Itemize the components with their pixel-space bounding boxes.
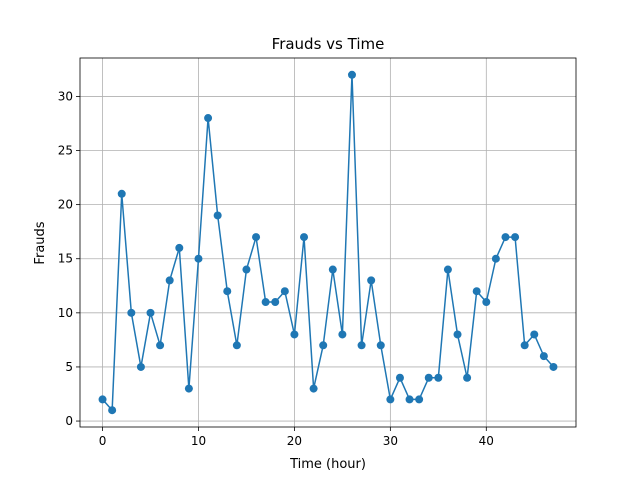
data-point (127, 308, 136, 317)
data-point (271, 298, 280, 307)
data-point (280, 287, 289, 296)
chart-title: Frauds vs Time (272, 35, 385, 53)
data-point (232, 341, 241, 350)
x-axis-label: Time (hour) (289, 457, 366, 472)
data-point (223, 287, 232, 296)
data-point (415, 395, 424, 404)
data-point (357, 341, 366, 350)
data-point (309, 384, 318, 393)
data-point (98, 395, 107, 404)
y-tick-label: 25 (58, 144, 73, 158)
data-point (213, 211, 222, 220)
data-point (395, 373, 404, 382)
plot-area (80, 58, 576, 427)
data-point (108, 406, 117, 415)
data-point (338, 330, 347, 339)
data-point (539, 352, 548, 361)
data-point (175, 243, 184, 252)
y-tick-label: 0 (65, 414, 73, 428)
data-point (511, 233, 520, 242)
data-point (434, 373, 443, 382)
data-point (194, 254, 203, 263)
data-point (117, 189, 126, 198)
x-tick-label: 30 (383, 434, 398, 448)
data-point (386, 395, 395, 404)
data-point (328, 265, 337, 274)
y-axis-ticks: 0 5 10 15 20 25 30 (58, 89, 80, 428)
data-point (424, 373, 433, 382)
data-point (347, 70, 356, 79)
y-tick-label: 15 (58, 252, 73, 266)
y-tick-label: 20 (58, 198, 73, 212)
x-tick-label: 40 (479, 434, 494, 448)
data-point (520, 341, 529, 350)
data-point (453, 330, 462, 339)
data-point (290, 330, 299, 339)
data-point (367, 276, 376, 285)
data-point (501, 233, 510, 242)
y-axis-label: Frauds (33, 221, 48, 264)
grid (80, 58, 576, 427)
x-tick-label: 10 (191, 434, 206, 448)
data-point (405, 395, 414, 404)
data-point (482, 298, 491, 307)
data-point (165, 276, 174, 285)
x-tick-label: 0 (99, 434, 107, 448)
data-point (242, 265, 251, 274)
data-point (156, 341, 165, 350)
data-point (319, 341, 328, 350)
data-point (184, 384, 193, 393)
x-tick-label: 20 (287, 434, 302, 448)
data-point (443, 265, 452, 274)
y-tick-label: 10 (58, 306, 73, 320)
data-point (204, 114, 213, 123)
data-point (252, 233, 261, 242)
data-point (472, 287, 481, 296)
y-tick-label: 30 (58, 89, 73, 103)
x-axis-ticks: 0 10 20 30 40 (99, 427, 494, 448)
plot-frame (79, 57, 577, 428)
data-point (146, 308, 155, 317)
data-point (491, 254, 500, 263)
data-point (549, 362, 558, 371)
data-point (463, 373, 472, 382)
data-point (261, 298, 270, 307)
data-point (376, 341, 385, 350)
data-point (530, 330, 539, 339)
data-point (300, 233, 309, 242)
data-point (136, 362, 145, 371)
y-tick-label: 5 (65, 360, 73, 374)
series-layer (98, 70, 558, 415)
